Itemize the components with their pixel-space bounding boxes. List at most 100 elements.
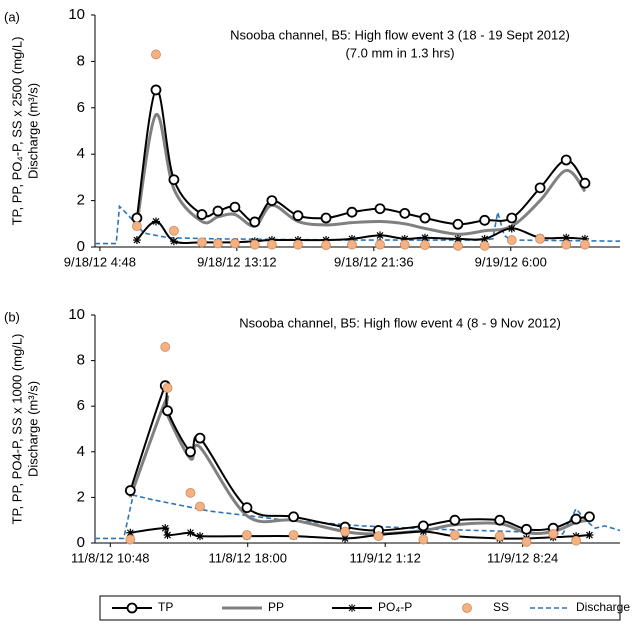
marker — [288, 530, 299, 540]
marker — [561, 239, 572, 250]
marker — [418, 534, 429, 545]
marker — [185, 446, 196, 458]
marker — [267, 239, 277, 250]
panel-label: (b) — [4, 309, 20, 324]
marker — [494, 531, 505, 542]
marker — [570, 513, 582, 525]
marker — [373, 531, 384, 542]
x-tick-label: 9/19/12 6:00 — [475, 254, 547, 269]
y-tick-label: 4 — [77, 443, 85, 460]
marker — [580, 239, 590, 250]
marker — [249, 239, 260, 250]
marker — [453, 240, 463, 251]
marker — [535, 233, 546, 244]
marker — [292, 210, 304, 222]
marker — [346, 206, 358, 218]
marker — [249, 216, 261, 228]
y-axis-label: Discharge (m³/s) — [25, 83, 40, 179]
y-tick-label: 0 — [77, 238, 85, 255]
panel-label: (a) — [4, 9, 20, 24]
marker — [571, 535, 581, 546]
y-tick-label: 10 — [68, 306, 85, 323]
marker — [548, 528, 559, 539]
y-tick-label: 8 — [77, 52, 85, 69]
marker — [213, 238, 223, 249]
series-line — [135, 88, 586, 226]
y-tick-label: 10 — [68, 6, 85, 23]
marker — [242, 530, 252, 540]
marker — [420, 240, 430, 251]
marker — [161, 524, 170, 533]
marker — [421, 233, 429, 242]
legend-label: PP — [268, 600, 284, 614]
marker — [197, 237, 207, 248]
marker — [506, 235, 517, 245]
chart-title: Nsooba channel, B5: High flow event 4 (8… — [239, 315, 561, 330]
legend-label: Discharge — [576, 600, 630, 614]
marker — [195, 501, 205, 512]
x-tick-label: 11/9/12 8:24 — [487, 550, 558, 565]
legend-label: TP — [158, 600, 173, 614]
marker — [185, 487, 196, 498]
marker — [449, 530, 460, 540]
marker — [449, 514, 461, 526]
legend-label: PO₄-P — [378, 600, 412, 614]
marker — [168, 174, 180, 186]
y-tick-label: 8 — [77, 352, 85, 369]
marker — [452, 218, 464, 230]
marker — [169, 237, 178, 246]
marker — [453, 234, 462, 243]
marker — [194, 432, 206, 444]
marker — [320, 212, 332, 224]
marker — [534, 182, 546, 194]
y-tick-label: 0 — [77, 534, 85, 551]
marker — [506, 212, 518, 224]
marker — [399, 207, 411, 219]
legend-box — [99, 595, 621, 621]
marker — [125, 534, 136, 545]
y-tick-label: 2 — [77, 488, 85, 505]
marker — [151, 49, 161, 60]
legend-marker — [348, 604, 356, 612]
chart-subtitle: (7.0 mm in 1.3 hrs) — [345, 45, 454, 60]
marker — [400, 234, 409, 243]
marker — [347, 239, 357, 250]
marker — [169, 225, 179, 236]
marker — [480, 234, 489, 243]
legend-marker — [462, 603, 472, 613]
marker — [196, 209, 208, 220]
y-tick-label: 4 — [77, 145, 85, 162]
marker — [322, 236, 331, 245]
chart-title: Nsooba channel, B5: High flow event 3 (1… — [230, 27, 570, 42]
marker — [212, 205, 224, 217]
marker — [321, 240, 331, 251]
marker — [419, 212, 431, 224]
marker — [419, 527, 428, 536]
marker — [186, 528, 195, 537]
marker — [521, 536, 532, 547]
marker — [375, 239, 385, 250]
marker — [160, 342, 171, 352]
marker — [341, 534, 350, 543]
marker — [399, 239, 410, 250]
x-tick-label: 11/9/12 1:12 — [350, 550, 421, 565]
marker — [347, 234, 356, 243]
y-tick-label: 2 — [77, 192, 85, 209]
marker — [229, 201, 241, 213]
marker — [162, 405, 173, 417]
y-tick-label: 6 — [77, 397, 85, 414]
x-tick-label: 9/18/12 4:48 — [64, 254, 136, 269]
marker — [266, 195, 278, 207]
marker — [124, 485, 136, 496]
marker — [507, 224, 516, 233]
marker — [560, 154, 572, 166]
marker — [293, 239, 303, 250]
series-line — [135, 113, 587, 236]
y-axis-label: TP, PP, PO₄-P, SS x 2500 (mg/L) — [9, 37, 24, 226]
series-line — [95, 494, 621, 540]
marker — [340, 526, 350, 537]
marker — [479, 214, 491, 226]
marker — [132, 236, 141, 245]
marker — [521, 523, 532, 535]
